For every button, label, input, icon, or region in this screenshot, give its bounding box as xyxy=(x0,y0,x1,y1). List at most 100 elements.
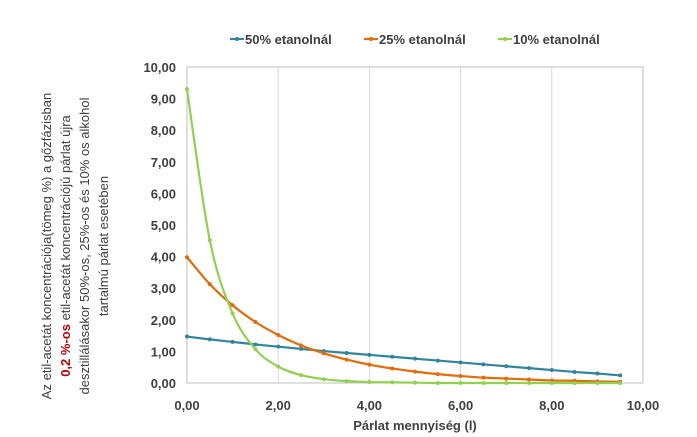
data-point xyxy=(344,379,349,384)
series-line xyxy=(185,88,621,385)
y-tick-label: 7,00 xyxy=(151,155,176,170)
legend-item: 25% etanolnál xyxy=(364,32,466,47)
legend-label: 50% etanolnál xyxy=(245,32,332,47)
data-point xyxy=(230,311,235,316)
x-axis: 0,00 2,00 4,00 6,00 8,00 10,00 xyxy=(174,398,659,413)
data-point xyxy=(618,373,623,378)
y-tick-label: 8,00 xyxy=(151,123,176,138)
data-point xyxy=(207,238,212,243)
data-point xyxy=(367,380,372,385)
y-axis-title-highlight: 0,2 %-os xyxy=(58,324,73,377)
data-point xyxy=(572,381,577,385)
series-line xyxy=(186,256,621,383)
data-point xyxy=(527,381,531,385)
legend-marker xyxy=(503,37,507,41)
x-tick-label: 6,00 xyxy=(448,398,473,413)
y-tick-label: 3,00 xyxy=(151,281,176,296)
data-point xyxy=(253,342,258,347)
legend-item: 50% etanolnál xyxy=(230,32,332,47)
data-point xyxy=(435,358,440,363)
data-point xyxy=(207,337,212,342)
legend-marker xyxy=(369,37,373,41)
data-point xyxy=(299,343,303,348)
y-tick-label: 10,00 xyxy=(143,60,176,75)
data-point xyxy=(435,372,440,377)
data-point xyxy=(595,371,600,376)
y-axis-title-line: 0,2 %-os etil-acetát koncentrációjú párl… xyxy=(58,114,73,376)
data-point xyxy=(276,332,281,337)
series-2 xyxy=(185,255,623,384)
y-tick-label: 4,00 xyxy=(151,250,176,265)
y-tick-label: 9,00 xyxy=(151,92,176,107)
y-tick-label: 6,00 xyxy=(151,186,176,201)
y-axis-title-line: Az etil-acetát koncentrációja(tömeg %) a… xyxy=(39,93,54,399)
x-tick-label: 2,00 xyxy=(266,398,291,413)
data-point xyxy=(413,369,417,374)
data-point xyxy=(458,381,463,385)
legend-label: 25% etanolnál xyxy=(379,32,466,47)
y-axis-title: Az etil-acetát koncentrációja(tömeg %) a… xyxy=(39,93,111,399)
data-point xyxy=(276,364,281,369)
series-group xyxy=(185,87,623,385)
data-point xyxy=(185,87,189,92)
data-point xyxy=(504,381,509,385)
data-point xyxy=(595,381,600,385)
y-axis-title-line: tartalmú párlat esetében xyxy=(96,176,111,316)
data-point xyxy=(504,364,509,369)
data-point xyxy=(458,374,463,379)
series-3 xyxy=(185,87,623,385)
x-axis-title: Párlat mennyiség (l) xyxy=(353,418,477,433)
data-point xyxy=(344,357,349,362)
data-point xyxy=(367,362,372,367)
y-axis-title-text: Az etil-acetát koncentrációja(tömeg %) a… xyxy=(39,93,111,399)
data-point xyxy=(299,373,303,378)
data-point xyxy=(481,381,486,385)
data-point xyxy=(549,381,554,385)
data-point xyxy=(344,350,349,355)
y-axis-title-line: desztillálásakor 50%-os, 25%-os és 10% o… xyxy=(77,97,92,394)
legend-item: 10% etanolnál xyxy=(498,32,600,47)
y-tick-label: 1,00 xyxy=(151,344,176,359)
series-1 xyxy=(185,334,623,378)
x-tick-label: 4,00 xyxy=(357,398,382,413)
y-tick-label: 2,00 xyxy=(151,313,176,328)
data-point xyxy=(527,366,531,371)
y-tick-label: 5,00 xyxy=(151,218,176,233)
data-point xyxy=(549,368,554,373)
x-tick-label: 10,00 xyxy=(627,398,660,413)
data-point xyxy=(185,334,189,339)
legend: 50% etanolnál 25% etanolnál 10% etanolnál xyxy=(230,32,600,47)
y-axis-title-rest: etil-acetát koncentrációjú párlat újra xyxy=(58,114,73,324)
legend-label: 10% etanolnál xyxy=(513,32,600,47)
y-tick-label: 0,00 xyxy=(151,376,176,391)
plot-area xyxy=(186,66,644,384)
data-point xyxy=(504,376,509,381)
data-point xyxy=(276,344,281,349)
data-point xyxy=(299,346,303,351)
legend-marker xyxy=(235,37,239,41)
data-point xyxy=(458,360,463,365)
data-point xyxy=(390,366,395,371)
y-axis: 0,00 1,00 2,00 3,00 4,00 5,00 6,00 7,00 8,00 9,00… xyxy=(143,60,176,391)
data-point xyxy=(481,375,486,380)
data-point xyxy=(390,354,395,359)
data-point xyxy=(618,381,623,385)
x-tick-label: 8,00 xyxy=(539,398,564,413)
data-point xyxy=(207,282,212,287)
data-point xyxy=(527,377,531,382)
grid xyxy=(277,67,553,383)
data-point xyxy=(390,380,395,385)
x-tick-label: 0,00 xyxy=(174,398,199,413)
data-point xyxy=(367,352,372,357)
data-point xyxy=(230,339,235,344)
data-point xyxy=(321,351,326,356)
data-point xyxy=(230,303,235,308)
data-point xyxy=(185,255,189,260)
data-point xyxy=(481,362,486,367)
data-point xyxy=(572,369,577,374)
data-point xyxy=(253,320,258,325)
data-point xyxy=(253,347,258,352)
data-point xyxy=(413,380,417,385)
data-point xyxy=(413,356,417,361)
